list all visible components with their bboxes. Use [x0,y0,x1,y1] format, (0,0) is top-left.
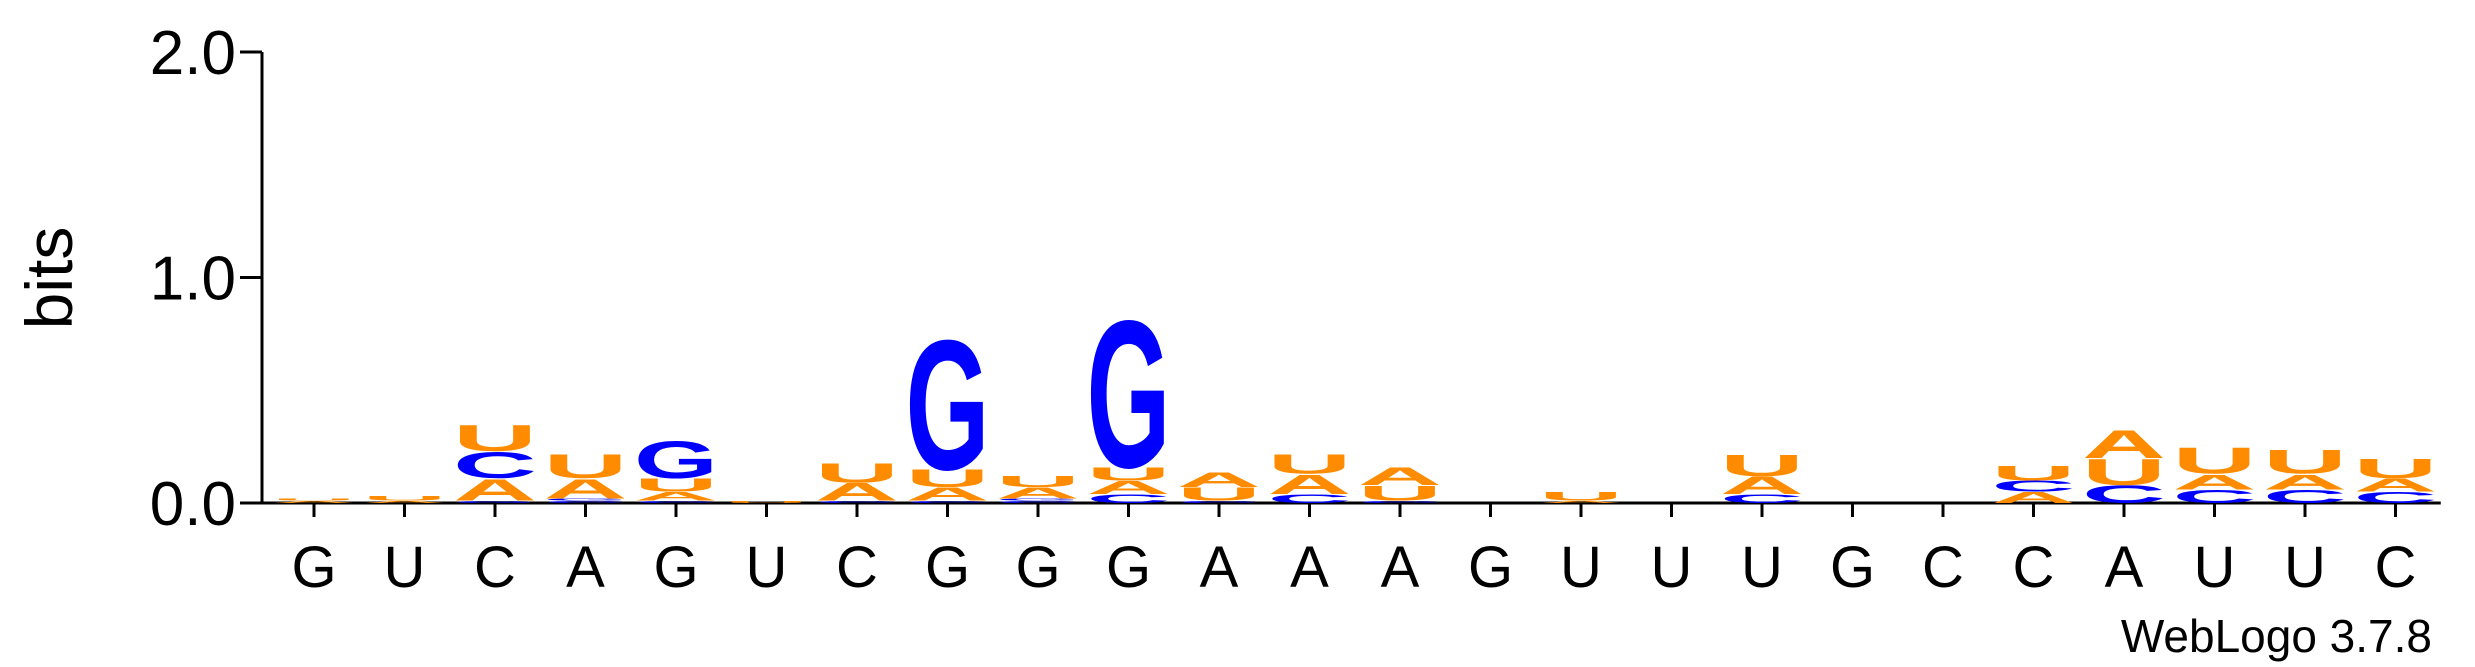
logo-letter: G [453,500,537,503]
x-tick-label: U [1651,535,1693,600]
x-tick-label: C [474,535,516,600]
x-tick-label: A [1290,535,1329,600]
x-tick-label: A [1381,535,1420,600]
logo-letter: U [453,418,537,459]
logo-letter: U [906,465,990,493]
x-tick-label: U [1560,535,1602,600]
y-tick-label: 0.0 [150,470,236,539]
logo-letter: A [906,484,990,505]
logo-letter: A [2354,475,2438,496]
logo-letter: A [1087,477,1171,498]
logo-letter: U [363,495,447,502]
logo-letter: C [2173,486,2257,507]
x-tick-label: C [2375,535,2417,600]
logo-letter: A [544,473,628,504]
logo-letter: U [272,498,356,501]
x-tick-label: A [2105,535,2144,600]
x-tick-label: U [2194,535,2236,600]
logo-letter: C [815,500,899,503]
logo-letter: U [634,475,718,496]
logo-letter: G [544,498,628,501]
logo-letter: C [544,500,628,503]
x-tick-label: G [1106,535,1151,600]
logo-letter: A [2082,422,2166,467]
footer: WebLogo 3.7.8 [2121,610,2432,662]
x-tick-label: U [2284,535,2326,600]
logo-letter: U [1992,461,2076,485]
logo-letter: A [272,500,356,503]
logo-letter: C [634,500,718,503]
logo-letter: C [1720,492,1804,506]
logo-letter: C [453,445,537,486]
logo-letter: A [1268,469,1352,500]
logo-letter: C [906,500,990,503]
logo-letter: C [1268,492,1352,506]
x-tick-label: G [653,535,698,600]
logo-letter: A [634,490,718,504]
logo-letter: G [996,498,1080,501]
logo-letter: U [2173,440,2257,481]
x-tick-label: U [1741,535,1783,600]
x-tick-label: A [1200,535,1239,600]
logo-letter: A [2173,470,2257,494]
logo-letter: A [996,485,1080,502]
logo-letter: U [2082,451,2166,492]
logo-letter: G [906,301,990,509]
logo-letter: A [363,500,447,503]
x-tick-label: G [1830,535,1875,600]
x-tick-label: U [384,535,426,600]
logo-letter: A [1358,463,1442,491]
x-tick-label: G [925,535,970,600]
logo-letter: A [1177,468,1261,492]
logo-letter: U [1720,448,1804,483]
logo-letter: A [453,473,537,508]
y-tick-label: 2.0 [150,19,236,88]
logo-letter: U [2263,443,2347,481]
logo-letter: A [2263,470,2347,494]
logo-letter: C [2263,486,2347,507]
x-tick-label: U [746,535,788,600]
logo-letter: C [2082,481,2166,509]
logo-letter: A [1992,489,2076,506]
logo-letter: C [1992,478,2076,495]
logo-letter: A [1720,472,1804,500]
logo-letter: U [1539,490,1623,504]
logo-letter: U [1268,449,1352,480]
logo-letter: A [1539,500,1623,503]
x-tick-label: G [1468,535,1513,600]
logo-letter: G [1087,277,1171,512]
x-tick-label: G [1015,535,1060,600]
logo-letter: U [815,458,899,489]
x-tick-label: C [2013,535,2055,600]
logo-letter: C [1087,492,1171,506]
x-tick-label: G [291,535,336,600]
logo-letter: C [2354,489,2438,506]
logo-letter: G [634,431,718,490]
logo-letter: U [1358,482,1442,506]
logo-letter: U [996,473,1080,490]
logo-letter: U [544,447,628,485]
y-axis-label: bits [12,227,86,330]
logo-letter: U [2354,453,2438,484]
logo-letter: C [996,500,1080,503]
logo-letter: C [1177,500,1261,503]
y-tick-label: 1.0 [150,245,236,314]
logo-letter: U [1177,484,1261,505]
x-tick-label: A [566,535,605,600]
logo-letter: C [1358,500,1442,503]
logo-letter: U [725,500,809,503]
logo-letter: U [1087,464,1171,485]
logo-letter: A [815,479,899,507]
x-tick-label: C [1922,535,1964,600]
x-tick-label: C [836,535,878,600]
